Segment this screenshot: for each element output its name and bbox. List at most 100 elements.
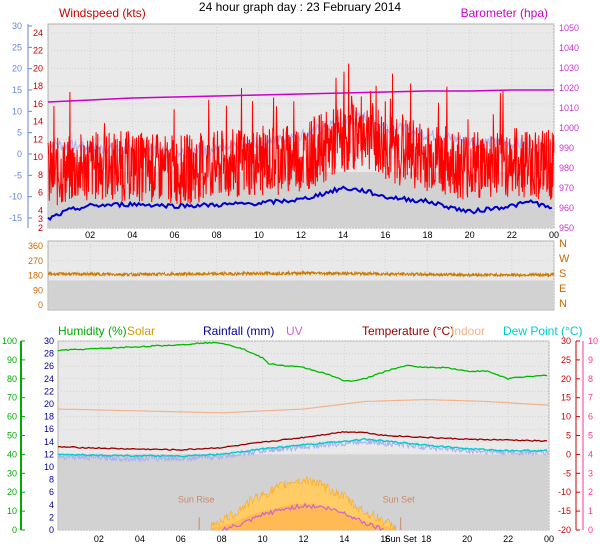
x-tick-label: 10	[258, 534, 268, 544]
barometer-tick-label: 960	[559, 203, 574, 213]
humidity-line	[57, 341, 548, 382]
barometer-tick-label: 1000	[559, 123, 579, 133]
far-left-tick-label: -15	[9, 213, 22, 223]
solar-inner-area	[211, 504, 396, 530]
far-left-tick-label: -5	[14, 170, 22, 180]
x-tick-label: 00	[544, 534, 554, 544]
rain-tick-label: 30	[44, 336, 54, 346]
windspeed-tick-label: 16	[33, 99, 43, 109]
windspeed-tick-label: 8	[38, 170, 43, 180]
uv-tick-label: 5	[588, 431, 593, 441]
temp-tick-label: 15	[561, 393, 571, 403]
uv-tick-label: 7	[588, 393, 593, 403]
x-tick-label: 22	[507, 230, 517, 240]
humidity-tick-label: 20	[7, 487, 17, 497]
x-tick-label: 12	[296, 230, 306, 240]
temp-humidity-panel: Humidity (%) Solar Rainfall (mm) UV Temp…	[2, 324, 598, 544]
humidity-tick-label: 50	[7, 431, 17, 441]
uv-tick-label: 2	[588, 487, 593, 497]
temp-tick-label: -15	[558, 506, 571, 516]
barometer-tick-label: 990	[559, 143, 574, 153]
x-tick-label: 18	[421, 534, 431, 544]
uv-tick-label: 3	[588, 468, 593, 478]
far-left-tick-label: 0	[17, 149, 22, 159]
humidity-tick-label: 100	[2, 336, 17, 346]
far-left-tick-label: 25	[12, 42, 22, 52]
windspeed-tick-label: 3	[38, 214, 43, 224]
rain-tick-label: 4	[49, 500, 54, 510]
barometer-tick-label: 980	[559, 163, 574, 173]
dewpoint-label: Dew Point (°C)	[503, 324, 582, 338]
compass-label: N	[559, 238, 567, 250]
compass-label: S	[559, 268, 566, 280]
uv-tick-label: 6	[588, 412, 593, 422]
far-left-tick-label: 30	[12, 21, 22, 31]
windspeed-tick-label: 6	[38, 188, 43, 198]
humidity-tick-label: 90	[7, 355, 17, 365]
indoor-line	[57, 398, 550, 414]
solar-label: Solar	[127, 324, 155, 338]
temp-tick-label: 10	[561, 412, 571, 422]
compass-label: E	[559, 283, 566, 295]
rain-tick-label: 26	[44, 361, 54, 371]
rain-tick-label: 16	[44, 424, 54, 434]
page-title: 24 hour graph day : 23 February 2014	[199, 0, 401, 14]
humidity-tick-label: 80	[7, 374, 17, 384]
far-left-tick-label: -10	[9, 192, 22, 202]
direction-tick-label: 0	[38, 300, 43, 310]
temperature-line	[57, 431, 548, 451]
x-tick-label: 02	[94, 534, 104, 544]
x-tick-label: 06	[169, 230, 179, 240]
windspeed-low-line	[47, 185, 553, 222]
humidity-tick-label: 10	[7, 506, 17, 516]
humidity-tick-label: 30	[7, 468, 17, 478]
temp-tick-label: -5	[563, 468, 571, 478]
rain-tick-label: 14	[44, 437, 54, 447]
rain-tick-label: 18	[44, 412, 54, 422]
uv-tick-label: 4	[588, 449, 593, 459]
x-tick-label: 20	[462, 534, 472, 544]
windspeed-tick-label: 20	[33, 63, 43, 73]
windspeed-tick-label: 4	[38, 205, 43, 215]
barometer-tick-label: 1020	[559, 83, 579, 93]
sunset-label: Sun Set	[383, 494, 416, 504]
barometer-tick-label: 1050	[559, 23, 579, 33]
direction-tick-label: 180	[28, 271, 43, 281]
x-tick-label: 14	[339, 534, 349, 544]
barometer-tick-label: 1040	[559, 43, 579, 53]
far-left-tick-label: 15	[12, 85, 22, 95]
windspeed-tick-label: 14	[33, 117, 43, 127]
x-tick-label: 04	[127, 230, 137, 240]
barometer-tick-label: 1030	[559, 63, 579, 73]
temp-tick-label: 30	[561, 336, 571, 346]
rain-tick-label: 12	[44, 449, 54, 459]
x-tick-label: 10	[254, 230, 264, 240]
windspeed-tick-label: 18	[33, 81, 43, 91]
temp-tick-label: 5	[566, 431, 571, 441]
x-tick-label: 16	[380, 534, 390, 544]
humidity-tick-label: 60	[7, 412, 17, 422]
rain-tick-label: 8	[49, 475, 54, 485]
windspeed-tick-label: 2	[38, 223, 43, 233]
rain-tick-label: 10	[44, 462, 54, 472]
x-tick-label: 06	[176, 534, 186, 544]
x-tick-label: 16	[380, 230, 390, 240]
x-tick-label: 12	[298, 534, 308, 544]
temperature-label: Temperature (°C)	[362, 324, 454, 338]
windspeed-tick-label: 12	[33, 134, 43, 144]
rain-tick-label: 24	[44, 374, 54, 384]
rain-tick-label: 22	[44, 386, 54, 396]
rainfall-label: Rainfall (mm)	[203, 324, 274, 338]
x-tick-label: 04	[135, 534, 145, 544]
uv-tick-label: 1	[588, 506, 593, 516]
x-tick-label: 20	[465, 230, 475, 240]
uv-tick-label: 9	[588, 355, 593, 365]
direction-tick-label: 360	[28, 241, 43, 251]
x-tick-label: 02	[85, 230, 95, 240]
rain-tick-label: 6	[49, 487, 54, 497]
x-tick-label: 00	[549, 230, 559, 240]
wind-baro-panel: Windspeed (kts) Barometer (hpa) 02 04 06 08…	[0, 6, 600, 240]
uv-line	[221, 502, 384, 531]
